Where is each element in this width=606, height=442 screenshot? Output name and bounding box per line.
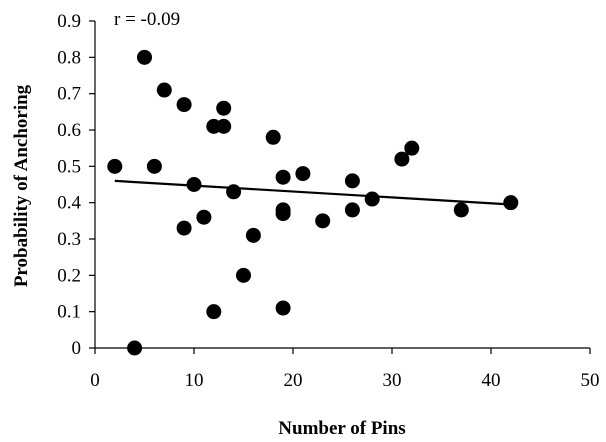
- y-ticks: 0 0.1 0.2 0.3 0.4 0.5 0.6 0.7 0.8 0.9: [57, 11, 95, 359]
- data-point: [127, 340, 143, 356]
- data-point: [344, 202, 360, 218]
- x-axis-title: Number of Pins: [278, 418, 405, 439]
- y-tick-label: 0.8: [57, 47, 81, 68]
- data-point: [315, 213, 331, 229]
- x-ticks: 0 10 20 30 40 50: [90, 348, 600, 391]
- trend-line: [114, 179, 511, 206]
- data-point: [216, 100, 232, 116]
- x-tick-label: 30: [383, 370, 402, 391]
- data-point: [216, 118, 232, 134]
- axes: [94, 21, 590, 349]
- y-tick-label: 0: [72, 338, 82, 359]
- data-point: [364, 191, 380, 207]
- data-point: [295, 166, 311, 182]
- data-point: [394, 151, 410, 167]
- data-point: [275, 300, 291, 316]
- y-tick-label: 0.7: [57, 84, 81, 105]
- data-point: [275, 169, 291, 185]
- data-point: [206, 304, 222, 320]
- x-tick-label: 40: [482, 370, 501, 391]
- data-point: [176, 97, 192, 113]
- x-tick-label: 10: [185, 370, 204, 391]
- data-point: [265, 129, 281, 145]
- x-tick-label: 50: [581, 370, 600, 391]
- data-point: [226, 184, 242, 200]
- data-point: [186, 177, 202, 192]
- y-tick-label: 0.4: [57, 193, 81, 214]
- y-tick-label: 0.2: [57, 265, 81, 286]
- y-tick-label: 0.6: [57, 120, 81, 141]
- data-point: [156, 82, 172, 98]
- data-point: [453, 202, 469, 218]
- data-point: [146, 158, 162, 174]
- data-point: [236, 267, 251, 283]
- data-points: [107, 49, 519, 356]
- y-tick-label: 0.9: [57, 11, 81, 32]
- y-tick-label: 0.1: [57, 302, 81, 323]
- data-point: [245, 227, 261, 243]
- data-point: [176, 220, 192, 236]
- y-tick-label: 0.3: [57, 229, 81, 250]
- data-point: [503, 195, 519, 211]
- data-point: [275, 206, 291, 222]
- y-tick-label: 0.5: [57, 156, 81, 177]
- data-point: [344, 173, 360, 189]
- y-axis-title: Probability of Anchoring: [11, 84, 32, 287]
- correlation-annotation: r = -0.09: [114, 9, 180, 30]
- x-tick-label: 20: [284, 370, 303, 391]
- data-point: [137, 49, 152, 65]
- data-point: [196, 209, 212, 225]
- data-point: [107, 158, 123, 174]
- x-tick-label: 0: [90, 370, 100, 391]
- data-point: [404, 140, 420, 156]
